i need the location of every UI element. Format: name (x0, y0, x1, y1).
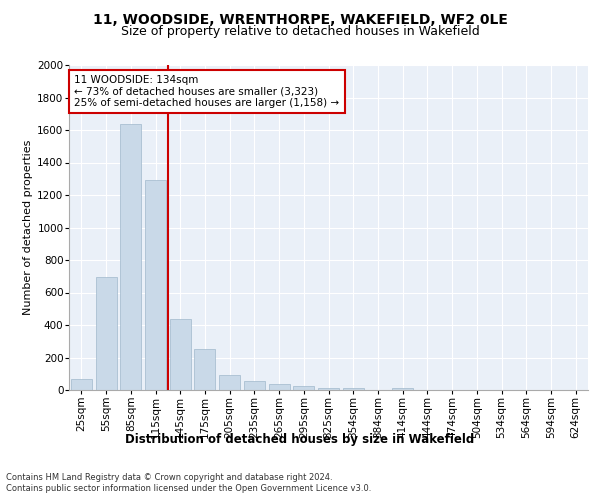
Text: Contains HM Land Registry data © Crown copyright and database right 2024.: Contains HM Land Registry data © Crown c… (6, 472, 332, 482)
Bar (392, 388, 413, 390)
Text: Contains public sector information licensed under the Open Government Licence v3: Contains public sector information licen… (6, 484, 371, 493)
Text: Distribution of detached houses by size in Wakefield: Distribution of detached houses by size … (125, 432, 475, 446)
Text: Size of property relative to detached houses in Wakefield: Size of property relative to detached ho… (121, 25, 479, 38)
Bar (95, 277, 116, 390)
Bar (269, 384, 290, 390)
Bar (293, 386, 314, 390)
Y-axis label: Number of detached properties: Number of detached properties (23, 140, 33, 315)
Bar (170, 318, 191, 390)
Bar (343, 388, 364, 390)
Bar (318, 388, 339, 390)
Bar (244, 381, 265, 390)
Bar (219, 374, 240, 390)
Bar (145, 180, 166, 390)
Bar (71, 380, 92, 390)
Bar (120, 124, 141, 390)
Bar (194, 348, 215, 390)
Text: 11, WOODSIDE, WRENTHORPE, WAKEFIELD, WF2 0LE: 11, WOODSIDE, WRENTHORPE, WAKEFIELD, WF2… (92, 12, 508, 26)
Text: 11 WOODSIDE: 134sqm
← 73% of detached houses are smaller (3,323)
25% of semi-det: 11 WOODSIDE: 134sqm ← 73% of detached ho… (74, 74, 340, 108)
